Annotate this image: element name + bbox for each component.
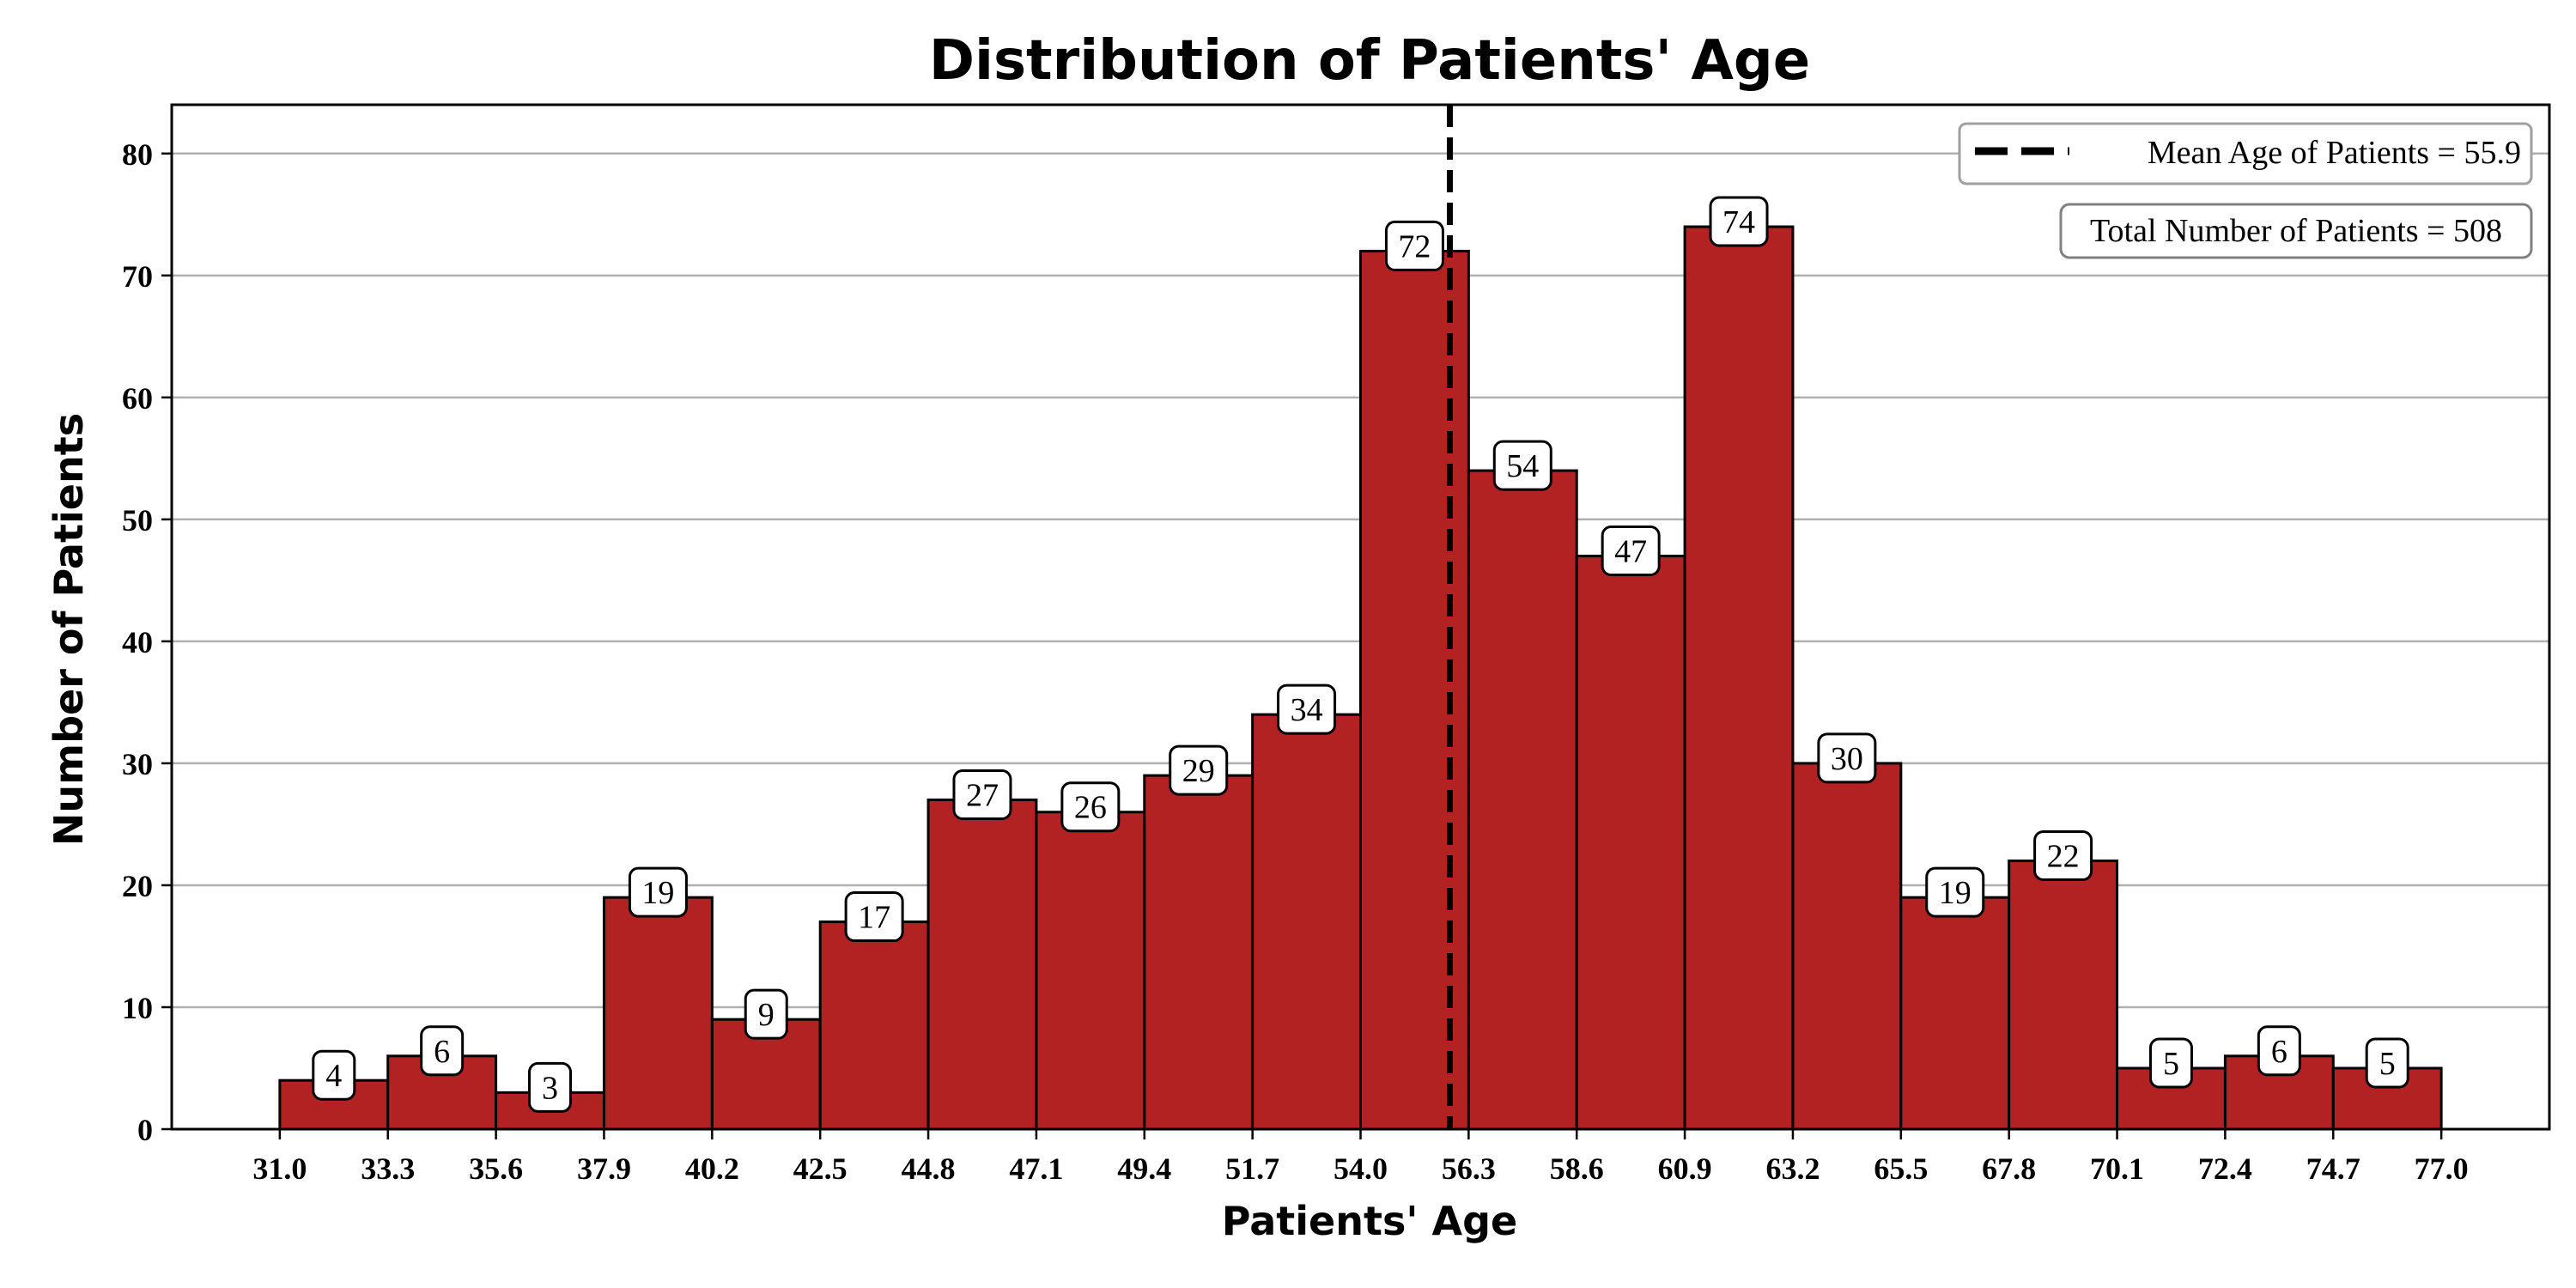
x-tick-label: 56.3 — [1442, 1151, 1496, 1186]
data-label: 9 — [758, 997, 775, 1033]
x-tick-label: 74.7 — [2306, 1151, 2360, 1186]
data-label-box — [1384, 220, 1444, 271]
data-label-box — [1060, 781, 1121, 833]
histogram-bar — [1791, 762, 1903, 1131]
legend-mean-label: Mean Age of Patients = 55.9 — [2148, 135, 2521, 171]
x-tick-label: 63.2 — [1765, 1151, 1820, 1186]
x-tick-label: 47.1 — [1009, 1151, 1063, 1186]
y-tick-label: 10 — [122, 991, 153, 1025]
data-label: 29 — [1182, 753, 1215, 789]
data-label-box — [420, 1025, 465, 1077]
data-label: 19 — [641, 875, 674, 911]
data-label: 4 — [325, 1058, 342, 1094]
data-label: 17 — [858, 900, 890, 936]
x-tick-label: 35.6 — [469, 1151, 523, 1186]
x-tick-label: 49.4 — [1117, 1151, 1171, 1186]
histogram-bar — [1899, 896, 2011, 1131]
histogram-bar — [1035, 811, 1146, 1131]
legend-frame — [1958, 122, 2533, 185]
data-label: 74 — [1722, 204, 1755, 240]
data-label: 5 — [2379, 1046, 2396, 1082]
y-tick-label: 20 — [122, 869, 153, 903]
x-tick-label: 77.0 — [2415, 1151, 2469, 1186]
histogram-bar — [602, 896, 714, 1131]
x-tick-label: 31.0 — [252, 1151, 307, 1186]
x-tick-label: 67.8 — [1982, 1151, 2036, 1186]
x-tick-label: 40.2 — [685, 1151, 739, 1186]
x-tick-label: 54.0 — [1334, 1151, 1388, 1186]
histogram-bar — [1143, 774, 1255, 1131]
data-label-box — [744, 988, 788, 1040]
data-label-box — [1169, 744, 1229, 796]
y-tick-label: 70 — [122, 259, 153, 294]
x-tick-label: 42.5 — [793, 1151, 848, 1186]
total-patients-label: Total Number of Patients = 508 — [2090, 213, 2502, 249]
data-label-box — [1925, 866, 1985, 918]
x-tick-label: 58.6 — [1550, 1151, 1604, 1186]
x-tick-label: 44.8 — [902, 1151, 956, 1186]
data-label: 3 — [542, 1070, 558, 1106]
data-label: 26 — [1074, 790, 1107, 826]
histogram-bar — [927, 799, 1038, 1131]
x-tick-label: 70.1 — [2090, 1151, 2144, 1186]
y-tick-label: 40 — [122, 625, 153, 659]
data-label: 34 — [1291, 692, 1323, 728]
data-label-box — [2365, 1037, 2409, 1089]
y-tick-label: 80 — [122, 137, 153, 172]
histogram-bar — [818, 920, 930, 1131]
histogram-bar — [2008, 860, 2119, 1131]
x-tick-label: 33.3 — [361, 1151, 415, 1186]
x-tick-label: 60.9 — [1658, 1151, 1712, 1186]
data-label-box — [1277, 683, 1337, 735]
data-label-box — [2033, 830, 2093, 882]
data-label-box — [952, 769, 1012, 821]
y-tick-label: 0 — [137, 1113, 153, 1147]
data-label-box — [1492, 440, 1552, 491]
data-label-box — [628, 866, 688, 918]
data-label-box — [844, 891, 904, 943]
data-label: 30 — [1831, 741, 1863, 777]
x-tick-label: 72.4 — [2198, 1151, 2252, 1186]
y-tick-label: 30 — [122, 747, 153, 781]
x-tick-label: 37.9 — [577, 1151, 631, 1186]
data-label: 27 — [966, 778, 999, 814]
data-label-box — [2257, 1025, 2301, 1077]
chart-title: Distribution of Patients' Age — [929, 29, 1810, 93]
data-label: 6 — [434, 1034, 450, 1070]
histogram-bar — [1575, 554, 1686, 1131]
total-patients-annotation: Total Number of Patients = 508 — [2059, 203, 2533, 259]
y-tick-label: 60 — [122, 381, 153, 416]
data-label-box — [1601, 525, 1661, 576]
data-label: 6 — [2271, 1034, 2287, 1070]
data-label: 22 — [2047, 839, 2080, 875]
data-label-box — [312, 1049, 356, 1101]
data-label-box — [1817, 732, 1877, 784]
x-tick-label: 51.7 — [1225, 1151, 1279, 1186]
histogram-bar — [1251, 713, 1362, 1131]
data-label: 5 — [2163, 1046, 2179, 1082]
histogram-bar — [1683, 225, 1795, 1131]
data-label-box — [2148, 1037, 2193, 1089]
data-labels: 4 6 3 19 9 17 27 26 29 34 72 54 47 74 30 19 22 5 6 5 — [312, 196, 2409, 1113]
data-label-box — [528, 1061, 573, 1113]
data-label: 54 — [1506, 448, 1539, 484]
bars — [278, 225, 2443, 1131]
data-label: 72 — [1398, 228, 1431, 264]
x-tick-label: 65.5 — [1874, 1151, 1928, 1186]
data-label-box — [1709, 196, 1769, 247]
data-label: 47 — [1614, 533, 1647, 569]
data-label: 19 — [1939, 875, 1971, 911]
y-tick-label: 50 — [122, 503, 153, 538]
y-axis-label: Number of Patients — [46, 413, 92, 846]
legend: Mean Age of Patients = 55.9 — [1958, 122, 2533, 185]
x-axis-label: Patients' Age — [1222, 1198, 1517, 1244]
axis-ticks: 0 10 20 30 40 50 60 70 80 31.0 33.3 35.6 37.9 40.2 42.… — [122, 137, 2469, 1186]
total-patients-box — [2059, 203, 2533, 259]
histogram-bar — [1467, 469, 1578, 1131]
